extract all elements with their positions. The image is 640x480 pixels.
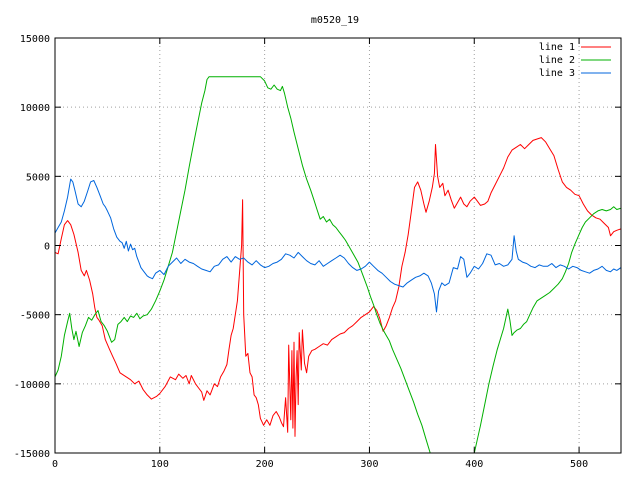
chart-title: m0520_19 bbox=[311, 15, 359, 26]
axis-ticks: 0 100 200 300 400 500 -15000 -10000 -5000 0 5000 10… bbox=[14, 34, 621, 470]
x-tick-label: 300 bbox=[360, 459, 378, 470]
y-tick-label: 5000 bbox=[26, 172, 50, 183]
legend: line 1 line 2 line 3 bbox=[539, 42, 611, 79]
y-tick-label: -15000 bbox=[14, 449, 50, 460]
series-line-3 bbox=[55, 178, 621, 313]
legend-label-line-3: line 3 bbox=[539, 68, 575, 79]
x-tick-label: 200 bbox=[256, 459, 274, 470]
series-line-1 bbox=[55, 137, 621, 437]
grid bbox=[55, 38, 621, 453]
legend-label-line-2: line 2 bbox=[539, 55, 575, 66]
x-tick-label: 500 bbox=[570, 459, 588, 470]
y-tick-label: -10000 bbox=[14, 380, 50, 391]
y-tick-label: 15000 bbox=[20, 34, 50, 45]
x-tick-label: 0 bbox=[52, 459, 58, 470]
x-tick-label: 100 bbox=[151, 459, 169, 470]
y-tick-label: 0 bbox=[44, 242, 50, 253]
series-layer bbox=[55, 76, 621, 453]
legend-label-line-1: line 1 bbox=[539, 42, 575, 53]
y-tick-label: -5000 bbox=[20, 311, 50, 322]
x-tick-label: 400 bbox=[465, 459, 483, 470]
y-tick-label: 10000 bbox=[20, 103, 50, 114]
series-line-2 bbox=[55, 76, 621, 453]
